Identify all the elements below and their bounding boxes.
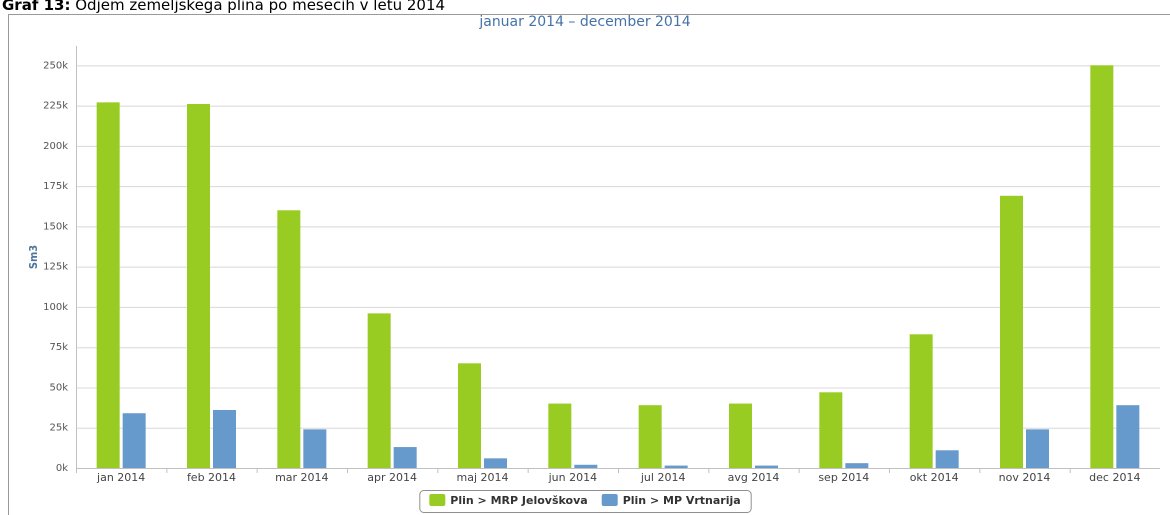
legend-label: Plin > MRP Jelovškova <box>450 494 587 507</box>
title-label: Graf 13: <box>2 0 70 14</box>
chart-title: Graf 13: Odjem zemeljskega plina po mese… <box>2 0 445 14</box>
bar <box>1026 429 1049 468</box>
y-tick-label: 50k <box>49 382 68 393</box>
x-tick-label: apr 2014 <box>367 471 417 484</box>
bar <box>122 413 146 468</box>
x-tick-label: maj 2014 <box>456 471 508 484</box>
bar <box>1000 195 1023 469</box>
bar <box>845 463 869 468</box>
x-tick-label: mar 2014 <box>275 471 328 484</box>
x-tick-label: sep 2014 <box>818 471 869 484</box>
y-axis-label: Sm3 <box>27 245 40 269</box>
y-tick-label: 125k <box>43 262 68 273</box>
bar <box>729 403 752 468</box>
y-tick-label: 0k <box>56 463 68 474</box>
bar <box>458 363 481 468</box>
bar <box>935 450 959 468</box>
bar <box>277 210 301 468</box>
x-tick-label: okt 2014 <box>910 471 959 484</box>
legend-label: Plin > MP Vrtnarija <box>623 494 741 507</box>
x-tick-label: avg 2014 <box>728 471 780 484</box>
x-tick-label: dec 2014 <box>1089 471 1140 484</box>
y-tick-label: 100k <box>43 302 68 313</box>
title-text: Odjem zemeljskega plina po mesecih v let… <box>75 0 445 14</box>
bar <box>96 102 120 468</box>
chart-subtitle: januar 2014 – december 2014 <box>478 14 690 30</box>
bar <box>367 313 391 468</box>
y-tick-label: 250k <box>43 60 68 71</box>
bar <box>638 405 662 468</box>
bar <box>1116 405 1140 468</box>
bar <box>303 429 327 468</box>
bar <box>574 464 598 468</box>
bar <box>393 447 417 468</box>
x-tick-label: jan 2014 <box>96 471 145 484</box>
y-tick-label: 200k <box>43 141 68 152</box>
bar <box>909 334 933 468</box>
bar <box>548 403 572 468</box>
y-tick-label: 225k <box>43 101 68 112</box>
bar <box>213 410 236 468</box>
legend-box <box>419 490 752 513</box>
chart-frame <box>8 14 1170 515</box>
bar <box>819 392 843 468</box>
legend: Plin > MRP Jelovškova Plin > MP Vrtnarija <box>419 490 752 513</box>
bar <box>484 458 507 468</box>
bar <box>755 465 778 468</box>
x-tick-label: nov 2014 <box>999 471 1051 484</box>
y-tick-label: 75k <box>49 342 68 353</box>
legend-swatch <box>429 494 446 506</box>
x-tick-label: jul 2014 <box>640 471 686 484</box>
x-tick-label: jun 2014 <box>548 471 598 484</box>
y-tick-label: 175k <box>43 181 68 192</box>
y-tick-label: 150k <box>43 221 68 232</box>
bar <box>187 103 210 468</box>
bar <box>664 465 688 468</box>
x-tick-label: feb 2014 <box>187 471 236 484</box>
y-tick-label: 25k <box>49 423 68 434</box>
bar <box>1090 65 1114 468</box>
legend-swatch <box>601 494 618 506</box>
